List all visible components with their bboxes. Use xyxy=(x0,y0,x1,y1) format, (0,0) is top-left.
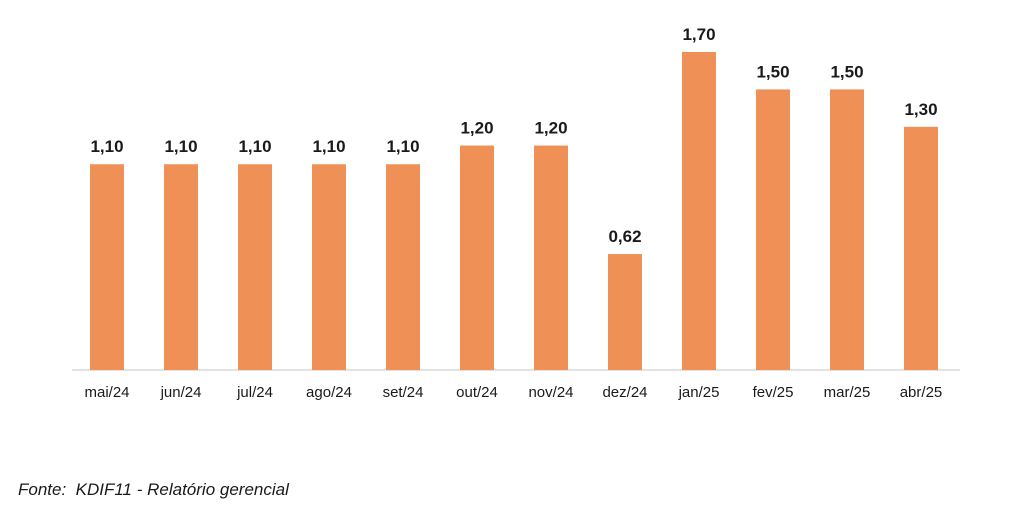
bar-value-label: 1,20 xyxy=(460,119,493,138)
bar-value-label: 0,62 xyxy=(608,227,641,246)
x-tick-label: jan/25 xyxy=(678,384,720,401)
bar-out/24 xyxy=(460,145,494,370)
x-tick-label: set/24 xyxy=(383,384,424,401)
x-tick-label: nov/24 xyxy=(528,384,573,401)
bar-chart: 1,10 1,10 1,10 1,10 1,10 1,20 1,20 0,62 1,70 1,50… xyxy=(72,25,960,401)
value-labels-group: 1,10 1,10 1,10 1,10 1,10 1,20 1,20 0,62 1,70 1,50… xyxy=(90,25,937,246)
bar-jan/25 xyxy=(682,52,716,370)
x-tick-label: fev/25 xyxy=(753,384,794,401)
bar-value-label: 1,50 xyxy=(830,62,863,81)
bar-value-label: 1,10 xyxy=(238,137,271,156)
bar-jun/24 xyxy=(164,164,198,370)
x-tick-label: out/24 xyxy=(456,384,498,401)
bars-group xyxy=(90,52,938,370)
x-tick-label: abr/25 xyxy=(900,384,943,401)
bar-value-label: 1,30 xyxy=(904,100,937,119)
x-tick-label: mai/24 xyxy=(84,384,129,401)
x-tick-label: jun/24 xyxy=(160,384,202,401)
bar-value-label: 1,70 xyxy=(682,25,715,44)
bar-value-label: 1,20 xyxy=(534,119,567,138)
x-tick-label: dez/24 xyxy=(602,384,647,401)
bar-value-label: 1,10 xyxy=(386,137,419,156)
bar-ago/24 xyxy=(312,164,346,370)
x-tick-label: mar/25 xyxy=(824,384,871,401)
bar-nov/24 xyxy=(534,145,568,370)
bar-jul/24 xyxy=(238,164,272,370)
bar-fev/25 xyxy=(756,89,790,370)
x-tick-label: ago/24 xyxy=(306,384,352,401)
source-note: Fonte: KDIF11 - Relatório gerencial xyxy=(18,480,289,499)
bar-value-label: 1,10 xyxy=(90,137,123,156)
bar-value-label: 1,10 xyxy=(164,137,197,156)
x-tick-label: jul/24 xyxy=(236,384,273,401)
bar-abr/25 xyxy=(904,126,938,370)
bar-mai/24 xyxy=(90,164,124,370)
bar-mar/25 xyxy=(830,89,864,370)
bar-value-label: 1,10 xyxy=(312,137,345,156)
x-tick-labels-group: mai/24 jun/24 jul/24 ago/24 set/24 out/24 nov/… xyxy=(84,384,942,401)
bar-set/24 xyxy=(386,164,420,370)
bar-value-label: 1,50 xyxy=(756,62,789,81)
bar-dez/24 xyxy=(608,254,642,370)
